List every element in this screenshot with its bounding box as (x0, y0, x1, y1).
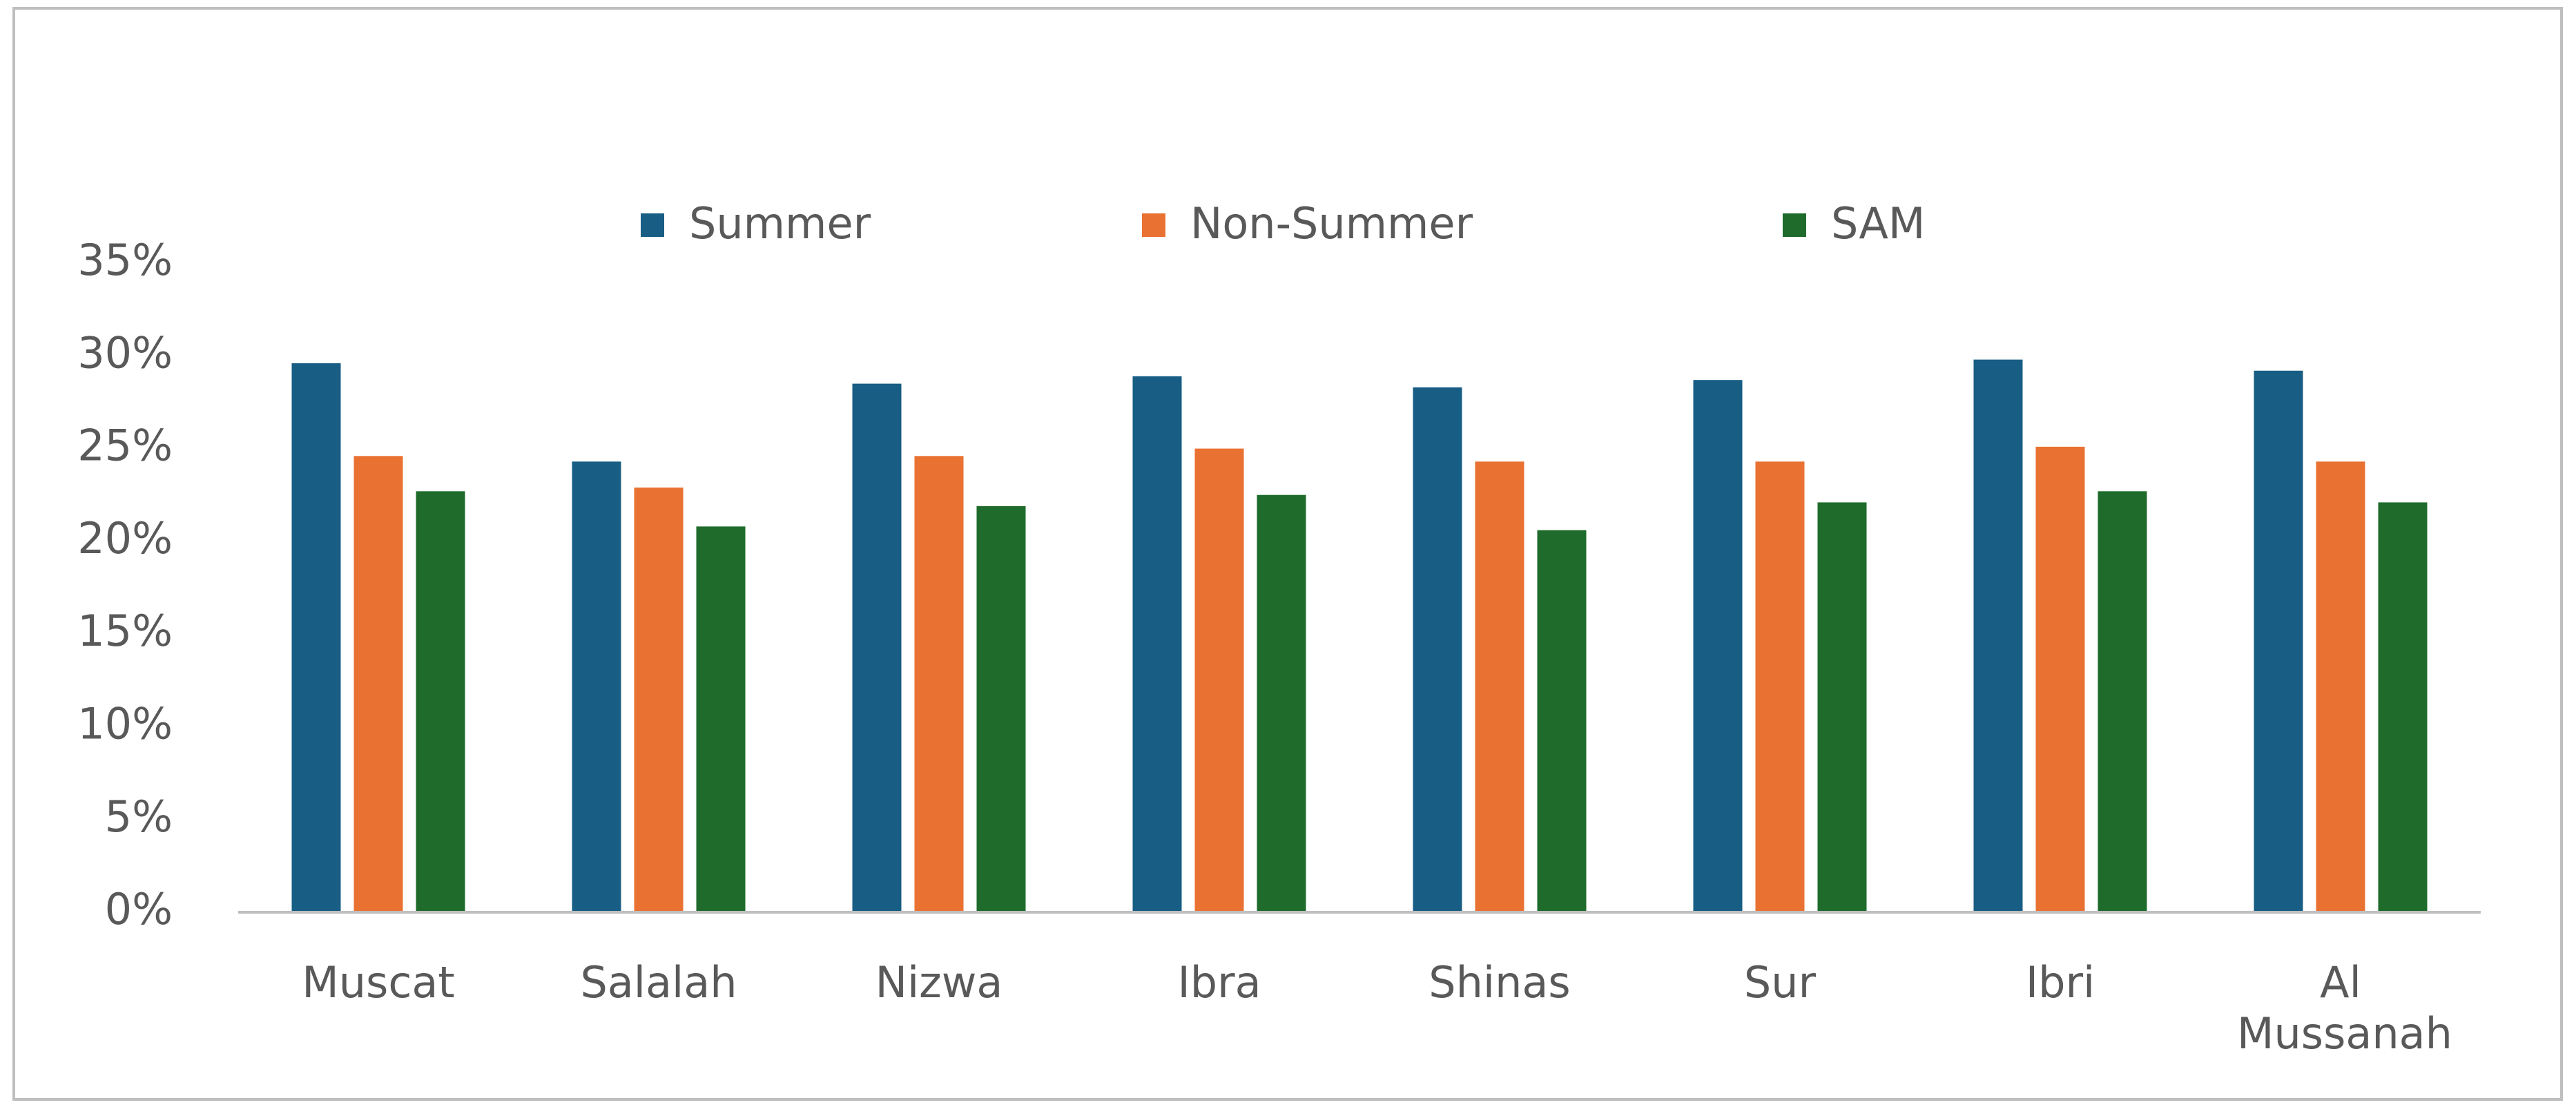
bar (852, 383, 902, 912)
bar (2035, 446, 2085, 912)
bar (291, 363, 341, 912)
bar (1413, 387, 1462, 912)
legend-label: SAM (1831, 198, 1925, 249)
y-tick-label: 10% (77, 699, 173, 749)
bar (1475, 461, 1524, 912)
bar (1537, 530, 1587, 912)
bar (2316, 461, 2365, 912)
legend-swatch (1783, 213, 1806, 237)
bar (1817, 502, 1867, 912)
y-tick-label: 35% (77, 235, 173, 285)
legend-swatch (641, 213, 664, 237)
y-tick-label: 30% (77, 327, 173, 378)
bar (634, 487, 684, 912)
x-tick-label: Salalah (580, 957, 737, 1008)
bar (416, 491, 465, 912)
bar (2098, 491, 2147, 912)
legend-label: Summer (689, 198, 871, 249)
bar (1132, 376, 1182, 912)
x-tick-label: Ibri (2025, 957, 2095, 1008)
bar (1693, 380, 1743, 912)
chart-frame (12, 7, 2563, 1101)
bar (2378, 502, 2428, 912)
bar (1973, 359, 2023, 912)
x-tick-label: Muscat (302, 957, 455, 1008)
x-tick-label: Nizwa (875, 957, 1003, 1008)
y-tick-label: 0% (105, 884, 173, 934)
x-tick-label: Ibra (1177, 957, 1261, 1008)
bar (914, 456, 964, 912)
y-tick-label: 20% (77, 513, 173, 564)
bar (354, 456, 403, 912)
legend-swatch (1142, 213, 1165, 237)
x-tick-label: Al Mussanah (2237, 957, 2452, 1059)
bar (1194, 448, 1244, 912)
bar (1257, 494, 1306, 912)
bar (2254, 370, 2303, 912)
x-tick-label: Sur (1743, 957, 1817, 1008)
bar (976, 506, 1026, 912)
y-tick-label: 15% (77, 606, 173, 656)
x-tick-label: Shinas (1429, 957, 1571, 1008)
legend-label: Non-Summer (1190, 198, 1473, 249)
y-tick-label: 5% (105, 791, 173, 842)
bar (572, 461, 621, 912)
y-tick-label: 25% (77, 421, 173, 471)
bar (696, 526, 746, 912)
bar (1755, 461, 1805, 912)
